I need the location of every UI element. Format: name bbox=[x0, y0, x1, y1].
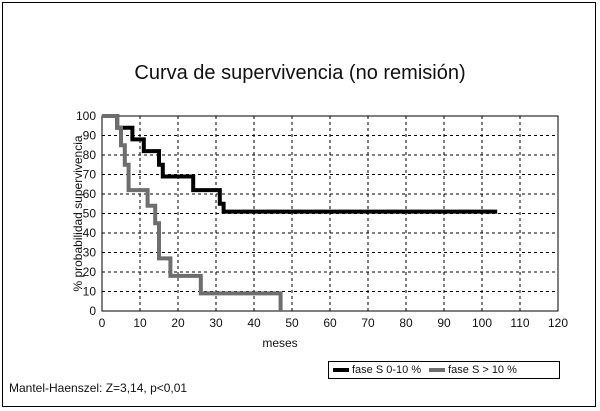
legend-swatch-2 bbox=[429, 368, 446, 372]
legend-label-1: fase S 0-10 % bbox=[352, 364, 422, 376]
y-tick-label: 20 bbox=[83, 265, 97, 279]
x-tick-label: 110 bbox=[510, 316, 529, 330]
x-tick-label: 80 bbox=[399, 316, 413, 330]
y-tick-label: 100 bbox=[76, 109, 96, 123]
legend: fase S 0-10 % fase S > 10 % bbox=[328, 361, 560, 379]
x-tick-label: 60 bbox=[323, 316, 337, 330]
x-tick-label: 50 bbox=[285, 316, 299, 330]
y-tick-label: 70 bbox=[83, 168, 97, 182]
x-tick-label: 100 bbox=[472, 316, 492, 330]
y-tick-label: 40 bbox=[83, 226, 97, 240]
x-tick-label: 90 bbox=[437, 316, 451, 330]
y-tick-label: 0 bbox=[89, 304, 96, 318]
series-line-1 bbox=[102, 114, 498, 214]
y-tick-label: 80 bbox=[83, 148, 97, 162]
x-tick-label: 20 bbox=[171, 316, 185, 330]
legend-item-1: fase S 0-10 % bbox=[333, 364, 421, 376]
y-tick-label: 10 bbox=[83, 285, 97, 299]
legend-label-2: fase S > 10 % bbox=[448, 364, 517, 376]
legend-swatch-1 bbox=[333, 368, 349, 372]
series-lines bbox=[102, 114, 498, 311]
y-tick-label: 90 bbox=[83, 129, 97, 143]
x-tick-label: 10 bbox=[133, 316, 147, 330]
series-line-2 bbox=[102, 114, 283, 311]
x-tick-label: 70 bbox=[361, 316, 375, 330]
y-tick-label: 30 bbox=[83, 246, 97, 260]
x-tick-label: 30 bbox=[209, 316, 223, 330]
x-axis-label: meses bbox=[262, 336, 297, 350]
y-tick-label: 60 bbox=[83, 187, 97, 201]
chart-frame bbox=[2, 2, 596, 407]
x-tick-label: 120 bbox=[548, 316, 568, 330]
chart-title: Curva de supervivencia (no remisión) bbox=[134, 62, 466, 84]
statistics-note: Mantel-Haenszel: Z=3,14, p<0,01 bbox=[9, 381, 188, 395]
x-tick-label: 0 bbox=[99, 316, 106, 330]
y-axis-label: % probabilidad supervivencia bbox=[71, 135, 85, 291]
tick-labels: 0 10 20 30 40 50 60 70 80 90 100 110 120 0 10 20 30 40 50 6… bbox=[76, 109, 568, 330]
x-tick-label: 40 bbox=[247, 316, 261, 330]
y-tick-label: 50 bbox=[83, 207, 97, 221]
legend-item-2: fase S > 10 % bbox=[429, 364, 517, 376]
